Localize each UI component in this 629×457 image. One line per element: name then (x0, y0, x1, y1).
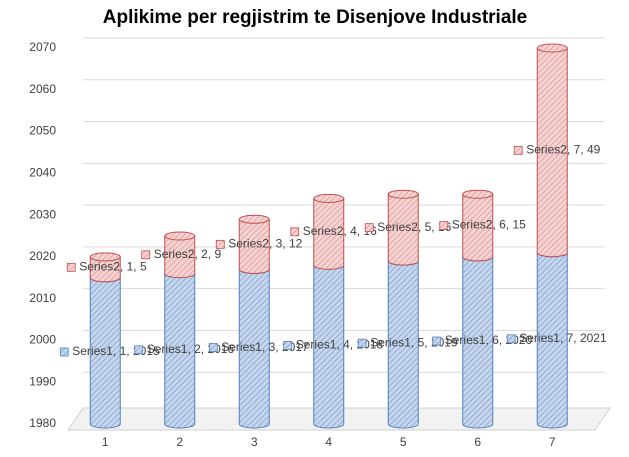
cylinder-segment (89, 252, 121, 283)
y-tick-label: 1980 (29, 416, 56, 430)
cylinder-part (89, 277, 121, 429)
label-marker (283, 340, 293, 350)
y-tick-label: 2020 (29, 249, 56, 263)
label-marker (513, 145, 523, 155)
cylinder-part (462, 189, 494, 199)
cylinder-part (238, 268, 270, 429)
label-marker (59, 347, 69, 357)
data-label: Series2, 4, 16 (303, 224, 377, 238)
data-label: Series2, 3, 12 (228, 237, 302, 251)
y-tick-label: 2070 (29, 40, 56, 54)
label-marker (134, 345, 144, 355)
cylinder-part (462, 193, 494, 262)
x-tick-label: 7 (549, 435, 556, 449)
data-label: Series2, 2, 9 (154, 247, 222, 261)
cylinder-part (89, 256, 121, 283)
cylinder-part (313, 197, 345, 270)
y-tick-label: 2050 (29, 124, 56, 138)
cylinder-part (387, 260, 419, 429)
data-label: Series2, 1, 5 (79, 260, 147, 274)
cylinder-segment (462, 189, 494, 262)
label-marker (66, 262, 76, 272)
label-marker (215, 239, 225, 249)
data-label: Series2, 7, 49 (526, 143, 600, 157)
cylinder-segment (238, 214, 270, 274)
label-marker (290, 227, 300, 237)
cylinder-part (387, 193, 419, 266)
cylinder-segment (536, 43, 568, 258)
cylinder-part (238, 214, 270, 224)
x-tick-label: 5 (400, 435, 407, 449)
cylinder-part (462, 256, 494, 429)
cylinder-part (387, 189, 419, 199)
cylinder-part (89, 252, 121, 262)
label-marker (432, 336, 442, 346)
label-marker (439, 221, 449, 230)
x-tick-label: 6 (474, 435, 481, 449)
y-tick-label: 2040 (29, 166, 56, 180)
cylinder-part (164, 273, 196, 429)
x-tick-label: 4 (325, 435, 332, 449)
data-label: Series2, 6, 15 (452, 218, 526, 232)
data-label: Series2, 5, 16 (377, 220, 451, 234)
cylinder-part (313, 264, 345, 429)
cylinder-segment (313, 193, 345, 270)
cylinder-part (313, 193, 345, 203)
x-tick-label: 1 (102, 435, 109, 449)
x-tick-label: 2 (176, 435, 183, 449)
y-tick-label: 2030 (29, 207, 56, 221)
x-tick-label: 3 (251, 435, 258, 449)
y-tick-label: 1990 (29, 374, 56, 388)
cylinder-part (536, 252, 568, 429)
cylinder-segment (164, 231, 196, 279)
cylinder-part (238, 218, 270, 274)
y-tick-label: 2060 (29, 82, 56, 96)
y-tick-label: 2010 (29, 291, 56, 305)
label-marker (208, 343, 218, 353)
cylinder-part (536, 43, 568, 53)
cylinder-part (536, 47, 568, 258)
cylinder-part (164, 235, 196, 279)
label-marker (364, 223, 374, 233)
y-tick-label: 2000 (29, 333, 56, 347)
cylinder-part (164, 231, 196, 241)
chart-title: Aplikime per regjistrim te Disenjove Ind… (103, 7, 527, 28)
data-label: Series1, 7, 2021 (519, 331, 607, 345)
label-marker (141, 250, 151, 260)
label-marker (357, 338, 367, 348)
label-marker (506, 334, 516, 344)
cylinder-segment (387, 189, 419, 266)
